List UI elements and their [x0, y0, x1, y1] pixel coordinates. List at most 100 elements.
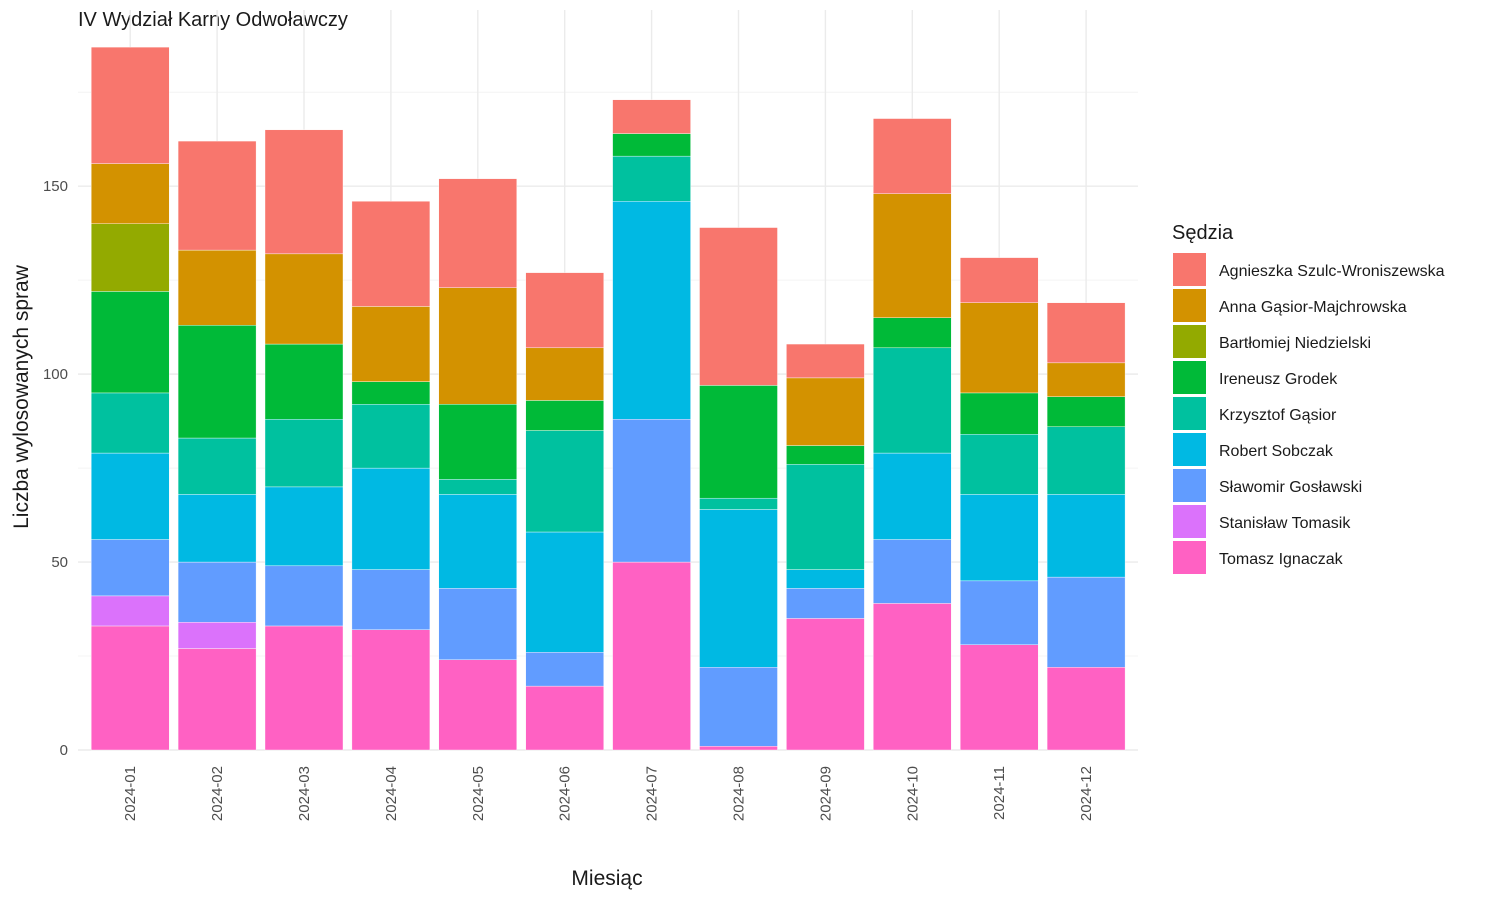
- bar-segment: [525, 400, 604, 431]
- y-tick-label: 50: [51, 554, 68, 571]
- legend-label: Stanisław Tomasik: [1219, 515, 1351, 532]
- bar-segment: [90, 46, 170, 164]
- x-tick-label: 2024-03: [296, 766, 313, 821]
- bar-segment: [1046, 362, 1126, 397]
- y-tick-label: 150: [43, 178, 68, 195]
- bar-segment: [612, 201, 691, 420]
- legend-items: Agnieszka Szulc-Wroniszewska Anna Gąsior-…: [1173, 253, 1445, 574]
- bars: [90, 46, 1126, 751]
- bar-segment: [90, 452, 170, 540]
- x-tick-label: 2024-07: [644, 766, 661, 821]
- bar-segment: [90, 291, 170, 394]
- legend-swatch: [1173, 505, 1206, 538]
- bar-segment: [960, 434, 1039, 495]
- bar-segment: [264, 625, 344, 751]
- bar-segment: [786, 569, 865, 589]
- x-tick-label: 2024-09: [817, 766, 834, 821]
- legend-label: Ireneusz Grodek: [1219, 371, 1338, 388]
- bar-segment: [351, 306, 431, 382]
- y-tick-labels: 0 50 100 150: [43, 178, 68, 759]
- bar-segment: [786, 464, 865, 570]
- bar-segment: [786, 343, 865, 379]
- legend-swatch: [1173, 289, 1206, 322]
- bar-segment: [612, 561, 691, 751]
- bar-segment: [438, 403, 517, 480]
- bar-segment: [960, 580, 1039, 645]
- bar-segment: [612, 419, 691, 563]
- bar-segment: [438, 659, 517, 751]
- bar-segment: [786, 588, 865, 619]
- x-tick-label: 2024-10: [904, 766, 921, 821]
- legend-title: Sędzia: [1172, 222, 1234, 244]
- bar-segment: [90, 163, 170, 224]
- bar-segment: [351, 467, 431, 570]
- bar-segment: [177, 249, 257, 326]
- bar-segment: [351, 201, 431, 307]
- bar-segment: [699, 385, 778, 499]
- x-tick-label: 2024-01: [122, 766, 139, 821]
- bar-segment: [1046, 396, 1126, 427]
- bar-segment: [90, 539, 170, 597]
- bar-segment: [525, 272, 604, 349]
- bar-segment: [525, 652, 604, 687]
- bar-segment: [177, 648, 257, 751]
- bar-segment: [90, 223, 170, 292]
- bar-segment: [525, 347, 604, 401]
- legend-swatch: [1173, 433, 1206, 466]
- bar-segment: [177, 325, 257, 439]
- chart-title: IV Wydział Karny Odwoławczy: [78, 9, 348, 31]
- x-axis-title: Miesiąc: [571, 867, 642, 890]
- bar-segment: [264, 129, 344, 255]
- bar-segment: [699, 497, 778, 510]
- x-tick-label: 2024-06: [557, 766, 574, 821]
- bar-segment: [351, 403, 431, 469]
- y-axis-title: Liczba wylosowanych spraw: [10, 264, 33, 529]
- bar-segment: [873, 603, 952, 751]
- bar-segment: [699, 746, 778, 751]
- x-tick-label: 2024-11: [991, 766, 1008, 820]
- legend-swatch: [1173, 361, 1206, 394]
- bar-segment: [612, 133, 691, 157]
- bar-segment: [90, 595, 170, 627]
- bar-segment: [960, 257, 1039, 303]
- bar-segment: [1046, 426, 1126, 495]
- bar-segment: [873, 539, 952, 604]
- bar-segment: [438, 287, 517, 405]
- x-tick-label: 2024-02: [209, 766, 226, 821]
- bar-segment: [1046, 494, 1126, 578]
- bar-segment: [90, 625, 170, 751]
- bar-segment: [873, 347, 952, 454]
- x-tick-label: 2024-12: [1078, 766, 1095, 821]
- bar-segment: [177, 437, 257, 495]
- x-tick-label: 2024-05: [470, 766, 487, 821]
- bar-segment: [873, 317, 952, 349]
- legend-swatch: [1173, 253, 1206, 286]
- bar-segment: [873, 193, 952, 318]
- legend-label: Tomasz Ignaczak: [1219, 551, 1344, 568]
- bar-segment: [699, 227, 778, 386]
- bar-segment: [438, 494, 517, 589]
- bar-segment: [873, 118, 952, 194]
- bar-segment: [525, 531, 604, 653]
- y-tick-label: 0: [60, 742, 68, 759]
- bar-segment: [873, 452, 952, 540]
- bar-segment: [699, 667, 778, 747]
- x-tick-label: 2024-04: [383, 766, 400, 821]
- bar-segment: [612, 99, 691, 134]
- bar-segment: [786, 618, 865, 751]
- bar-segment: [351, 381, 431, 405]
- bar-segment: [177, 561, 257, 623]
- bar-segment: [960, 392, 1039, 435]
- bar-segment: [177, 140, 257, 251]
- bar-segment: [612, 155, 691, 202]
- bar-segment: [264, 486, 344, 567]
- bar-segment: [960, 302, 1039, 394]
- bar-segment: [438, 479, 517, 495]
- bar-segment: [177, 622, 257, 649]
- legend-swatch: [1173, 325, 1206, 358]
- legend-label: Bartłomiej Niedzielski: [1219, 335, 1371, 352]
- legend-label: Agnieszka Szulc-Wroniszewska: [1219, 263, 1445, 280]
- bar-segment: [1046, 576, 1126, 668]
- bar-segment: [264, 419, 344, 488]
